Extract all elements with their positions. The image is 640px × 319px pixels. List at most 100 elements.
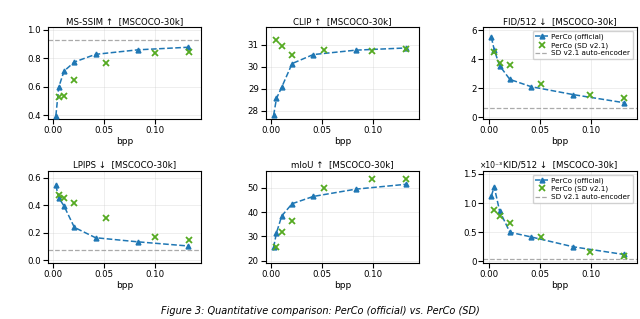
- PerCo (official): [309, 53, 317, 56]
- PerCo (official): [490, 185, 498, 189]
- PerCo (SD v2.1): [620, 96, 628, 100]
- PerCo (SD v2.1): [538, 235, 545, 239]
- PerCo (official): [570, 93, 577, 97]
- Title: FID/512 ↓  [MSCOCO-30k]: FID/512 ↓ [MSCOCO-30k]: [503, 17, 617, 26]
- X-axis label: bpp: bpp: [334, 137, 351, 146]
- PerCo (official): [134, 240, 142, 244]
- PerCo (official): [527, 85, 535, 89]
- Line: PerCo (official): PerCo (official): [489, 35, 626, 105]
- PerCo (official): [70, 60, 78, 64]
- PerCo (SD v2.1): [55, 193, 63, 197]
- PerCo (official): [570, 245, 577, 249]
- Text: ×10⁻³: ×10⁻³: [481, 161, 504, 170]
- PerCo (official): [488, 194, 495, 198]
- PerCo (SD v2.1): [278, 230, 285, 234]
- PerCo (SD v2.1): [102, 217, 109, 220]
- PerCo (official): [527, 235, 535, 239]
- PerCo (SD v2.1): [185, 50, 193, 54]
- PerCo (official): [402, 182, 410, 186]
- PerCo (official): [55, 85, 63, 89]
- PerCo (SD v2.1): [320, 48, 328, 51]
- X-axis label: bpp: bpp: [552, 137, 569, 146]
- Line: PerCo (official): PerCo (official): [54, 45, 191, 118]
- PerCo (official): [402, 46, 410, 50]
- PerCo (official): [270, 114, 278, 117]
- PerCo (SD v2.1): [495, 214, 503, 218]
- Title: CLIP ↑  [MSCOCO-30k]: CLIP ↑ [MSCOCO-30k]: [293, 17, 392, 26]
- Legend: PerCo (official), PerCo (SD v2.1), SD v2.1 auto-encoder: PerCo (official), PerCo (SD v2.1), SD v2…: [532, 31, 633, 59]
- PerCo (official): [184, 244, 192, 248]
- PerCo (SD v2.1): [70, 78, 78, 82]
- PerCo (official): [60, 69, 68, 73]
- Line: PerCo (SD v2.1): PerCo (SD v2.1): [491, 49, 627, 101]
- PerCo (SD v2.1): [273, 246, 280, 249]
- PerCo (SD v2.1): [403, 47, 410, 51]
- Line: PerCo (SD v2.1): PerCo (SD v2.1): [273, 176, 410, 250]
- PerCo (SD v2.1): [495, 61, 503, 65]
- PerCo (SD v2.1): [70, 201, 78, 204]
- PerCo (SD v2.1): [490, 208, 498, 212]
- PerCo (SD v2.1): [102, 61, 109, 65]
- PerCo (SD v2.1): [506, 63, 514, 67]
- PerCo (official): [60, 204, 68, 208]
- PerCo (official): [506, 230, 514, 234]
- PerCo (SD v2.1): [151, 51, 159, 55]
- PerCo (official): [620, 101, 627, 105]
- PerCo (SD v2.1): [320, 186, 328, 190]
- PerCo (official): [488, 35, 495, 39]
- PerCo (SD v2.1): [586, 93, 594, 97]
- Title: LPIPS ↓  [MSCOCO-30k]: LPIPS ↓ [MSCOCO-30k]: [73, 160, 176, 169]
- X-axis label: bpp: bpp: [334, 281, 351, 290]
- PerCo (official): [506, 78, 514, 81]
- Line: PerCo (SD v2.1): PerCo (SD v2.1): [273, 37, 410, 58]
- PerCo (SD v2.1): [586, 249, 594, 253]
- PerCo (official): [278, 214, 285, 218]
- Line: PerCo (official): PerCo (official): [271, 46, 408, 118]
- Line: PerCo (SD v2.1): PerCo (SD v2.1): [56, 49, 192, 100]
- PerCo (official): [288, 62, 296, 65]
- PerCo (official): [270, 246, 278, 249]
- PerCo (SD v2.1): [369, 178, 376, 182]
- PerCo (SD v2.1): [506, 222, 514, 226]
- PerCo (official): [134, 48, 142, 52]
- PerCo (official): [184, 45, 192, 49]
- PerCo (SD v2.1): [369, 49, 376, 53]
- PerCo (SD v2.1): [55, 95, 63, 99]
- PerCo (SD v2.1): [185, 238, 193, 242]
- Title: MS-SSIM ↑  [MSCOCO-30k]: MS-SSIM ↑ [MSCOCO-30k]: [66, 17, 183, 26]
- PerCo (official): [288, 202, 296, 206]
- Line: PerCo (official): PerCo (official): [54, 183, 191, 249]
- PerCo (official): [352, 48, 360, 52]
- PerCo (SD v2.1): [60, 94, 68, 98]
- PerCo (SD v2.1): [538, 83, 545, 86]
- PerCo (official): [52, 183, 60, 187]
- PerCo (official): [309, 195, 317, 198]
- PerCo (SD v2.1): [273, 38, 280, 42]
- Text: Figure 3: Quantitative comparison: PerCo (official) vs. PerCo (SD): Figure 3: Quantitative comparison: PerCo…: [161, 306, 479, 316]
- Title: KID/512 ↓  [MSCOCO-30k]: KID/512 ↓ [MSCOCO-30k]: [503, 160, 617, 169]
- PerCo (official): [52, 114, 60, 118]
- Line: PerCo (SD v2.1): PerCo (SD v2.1): [56, 192, 192, 243]
- PerCo (SD v2.1): [151, 235, 159, 239]
- Title: mIoU ↑  [MSCOCO-30k]: mIoU ↑ [MSCOCO-30k]: [291, 160, 394, 169]
- PerCo (official): [495, 64, 503, 68]
- PerCo (official): [92, 52, 99, 56]
- PerCo (SD v2.1): [620, 254, 628, 257]
- PerCo (official): [70, 226, 78, 229]
- Line: PerCo (official): PerCo (official): [489, 184, 626, 257]
- PerCo (SD v2.1): [278, 45, 285, 48]
- PerCo (SD v2.1): [490, 50, 498, 54]
- PerCo (official): [92, 236, 99, 240]
- PerCo (official): [273, 231, 280, 235]
- X-axis label: bpp: bpp: [116, 281, 133, 290]
- Legend: PerCo (official), PerCo (SD v2.1), SD v2.1 auto-encoder: PerCo (official), PerCo (SD v2.1), SD v2…: [532, 174, 633, 203]
- X-axis label: bpp: bpp: [552, 281, 569, 290]
- PerCo (SD v2.1): [288, 219, 296, 223]
- PerCo (SD v2.1): [60, 196, 68, 200]
- PerCo (SD v2.1): [288, 53, 296, 56]
- PerCo (SD v2.1): [403, 178, 410, 182]
- Line: PerCo (SD v2.1): PerCo (SD v2.1): [491, 207, 627, 259]
- PerCo (official): [55, 196, 63, 200]
- PerCo (official): [273, 97, 280, 100]
- PerCo (official): [490, 48, 498, 52]
